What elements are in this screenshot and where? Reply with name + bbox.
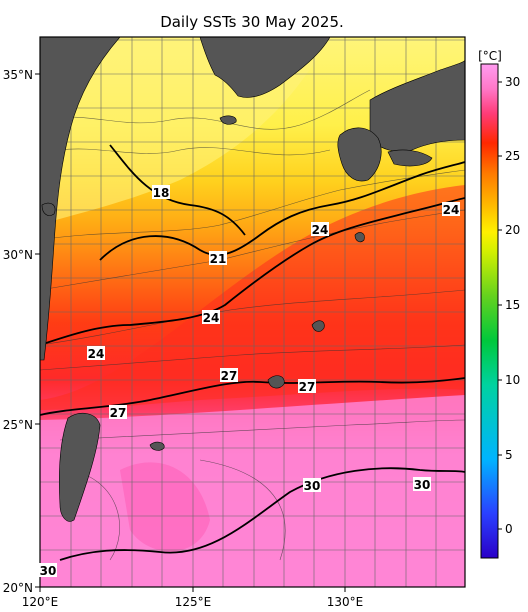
colorbar-tick-label: 5: [505, 448, 513, 462]
isotherm-lines: [40, 144, 465, 561]
svg-text:24: 24: [312, 223, 329, 237]
svg-text:18: 18: [153, 186, 170, 200]
okinawa-island: [267, 375, 285, 389]
contour-label: 18: [152, 185, 170, 200]
lat-label: 30°N: [3, 248, 33, 262]
colorbar: [°C] 30 25 20 15 10 5 0: [478, 49, 520, 559]
colorbar-tick-label: 20: [505, 223, 520, 237]
colorbar-tick-label: 0: [505, 522, 513, 536]
map-title: Daily SSTs 30 May 2025.: [160, 13, 344, 31]
shikoku-land: [387, 149, 433, 167]
lat-label: 25°N: [3, 418, 33, 432]
contour-label: 24: [311, 222, 329, 237]
contour-label: 30: [303, 478, 321, 493]
tanegashima-island: [354, 232, 365, 243]
svg-text:27: 27: [110, 406, 127, 420]
land: [40, 37, 465, 522]
china-coast-land: [40, 37, 121, 361]
contour-label: 27: [298, 379, 316, 394]
isotherm-30: [59, 467, 465, 561]
lat-label: 35°N: [3, 68, 33, 82]
yaeyama-islands: [149, 441, 165, 451]
lat-label: 20°N: [3, 581, 33, 595]
contour-label: 27: [220, 368, 238, 383]
svg-text:21: 21: [210, 252, 227, 266]
kyushu-land: [337, 127, 382, 182]
longitude-axis: 120°E 125°E 130°E: [22, 587, 364, 609]
isotherm-21: [99, 161, 465, 261]
svg-text:30: 30: [414, 478, 431, 492]
contour-label: 21: [209, 251, 227, 266]
korea-land: [199, 37, 331, 98]
svg-text:27: 27: [299, 380, 316, 394]
colorbar-tick-label: 30: [505, 75, 520, 89]
taiwan-land: [58, 412, 101, 522]
lat-lon-grid: [40, 37, 465, 587]
contour-label-group: 18 21 24 24 24 24 27 27 27 30 30 30: [39, 185, 460, 578]
latitude-axis: 35°N 30°N 25°N 20°N: [3, 68, 40, 595]
lon-label: 130°E: [327, 595, 364, 609]
warmest-patch: [120, 462, 210, 552]
jeju-island: [219, 115, 237, 125]
hot-region: [40, 395, 465, 587]
contour-label: 30: [413, 477, 431, 492]
svg-text:27: 27: [221, 369, 238, 383]
isotherm-24: [40, 197, 465, 346]
colorbar-unit: [°C]: [478, 49, 502, 63]
svg-text:30: 30: [40, 564, 57, 578]
svg-text:24: 24: [443, 203, 460, 217]
svg-text:24: 24: [88, 347, 105, 361]
contour-label: 27: [109, 405, 127, 420]
colorbar-tick-label: 25: [505, 149, 520, 163]
small-coast-island: [41, 202, 56, 216]
contour-label: 30: [39, 563, 57, 578]
contour-label: 24: [442, 202, 460, 217]
colorbar-gradient: [480, 63, 499, 559]
amami-island: [311, 320, 325, 332]
svg-text:24: 24: [203, 311, 220, 325]
isotherm-18: [109, 144, 246, 236]
contour-label: 24: [202, 310, 220, 325]
thin-contours: [40, 89, 465, 561]
map-frame: [39, 36, 466, 588]
colorbar-tick-label: 15: [505, 298, 520, 312]
colorbar-tick-label: 10: [505, 373, 520, 387]
svg-text:30: 30: [304, 479, 321, 493]
lon-label: 120°E: [22, 595, 59, 609]
contour-label: 24: [87, 346, 105, 361]
lon-label: 125°E: [175, 595, 212, 609]
